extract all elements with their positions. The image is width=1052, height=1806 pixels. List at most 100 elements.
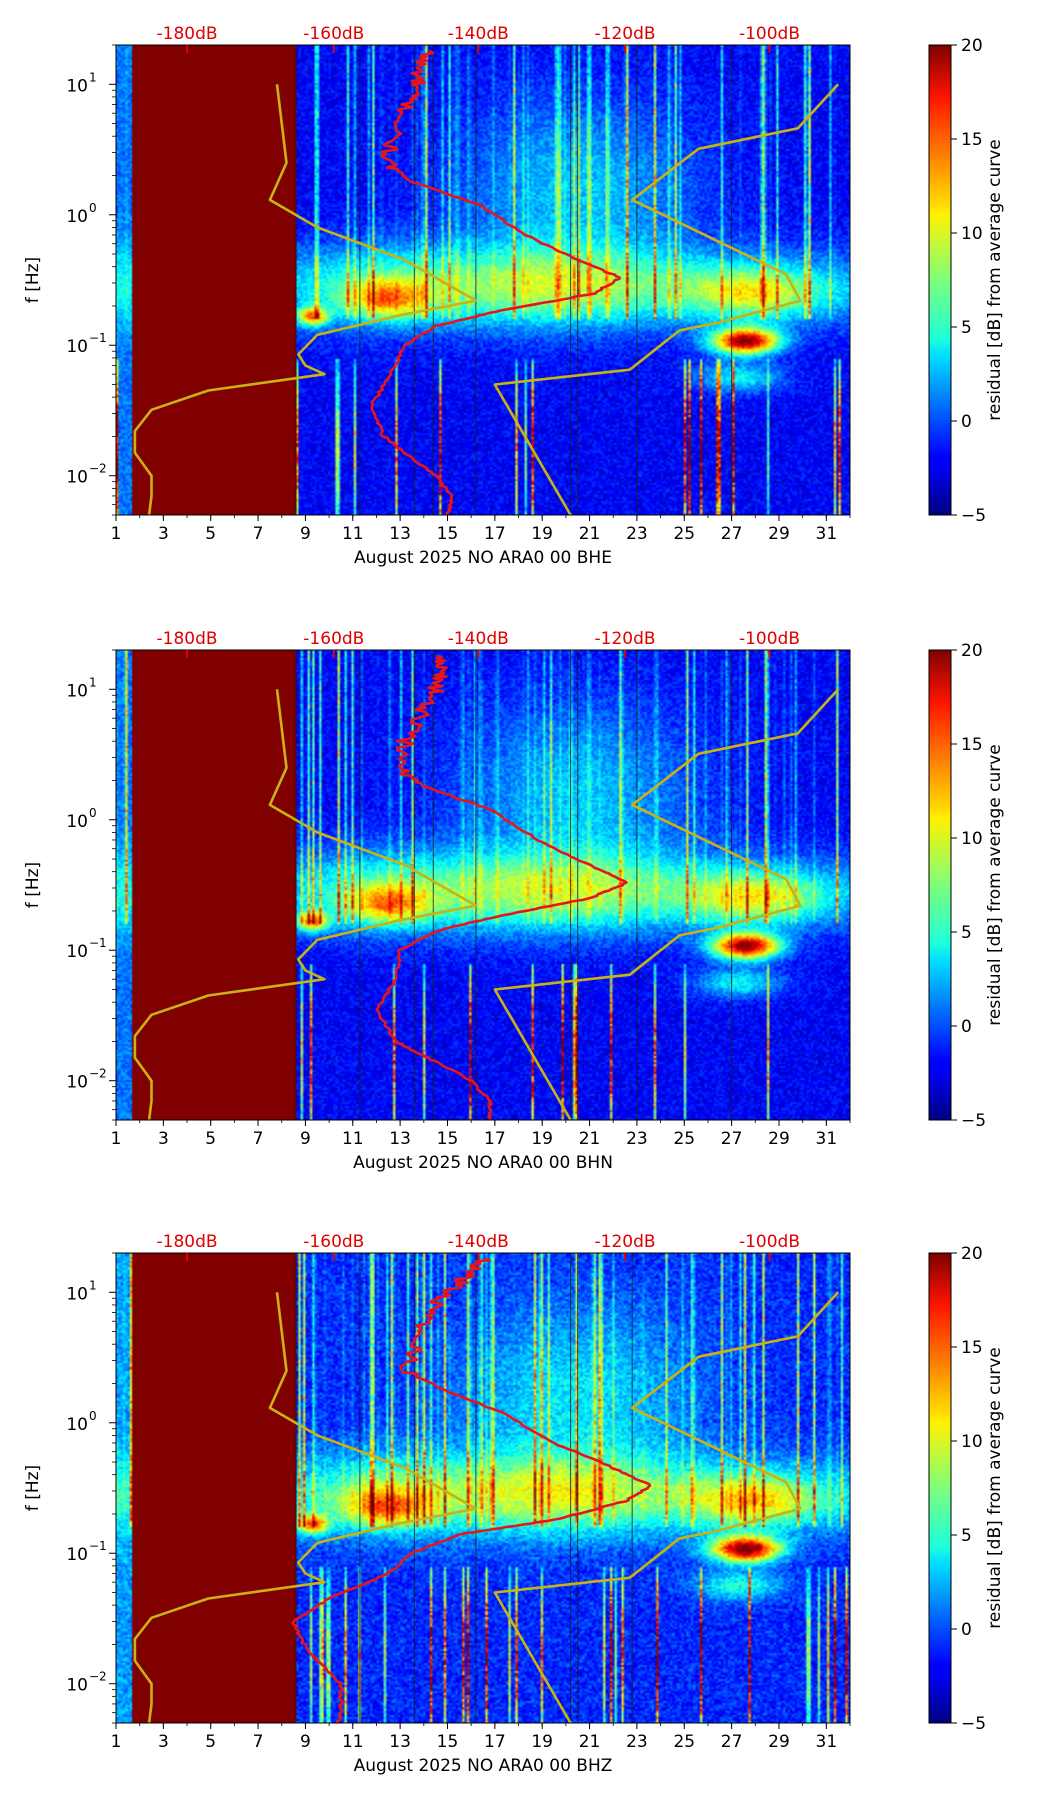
x-tick-label: 31 [816,1732,838,1752]
y-tick-label-base: 10 [66,1415,88,1435]
x-tick-label: 25 [673,524,695,544]
y-tick-label-base: 10 [66,1073,88,1093]
y-tick-label-base: 10 [66,942,88,962]
x-tick-label: 19 [531,1129,553,1149]
x-tick-label: 9 [300,1732,311,1752]
y-tick-label-base: 10 [66,337,88,357]
top-db-label: -120dB [595,1232,656,1252]
x-tick-label: 25 [673,1732,695,1752]
x-tick-label: 1 [111,1732,122,1752]
colorbar-gradient [928,1252,952,1724]
x-tick-label: 21 [579,1129,601,1149]
colorbar-label: residual [dB] from average curve [985,139,1005,420]
colorbar-gradient [928,649,952,1121]
x-tick-label: 27 [721,524,743,544]
x-tick-label: 7 [253,524,264,544]
colorbar: −5 0 5 10 15 20 residual [dB] from average cur… [928,36,1005,526]
colorbar-tick-label: 20 [961,1244,983,1264]
x-tick-label: 13 [389,1732,411,1752]
x-tick-label: 7 [253,1129,264,1149]
top-db-label: -120dB [595,629,656,649]
x-tick-label: 29 [768,524,790,544]
colorbar-tick-label: 15 [961,735,983,755]
y-tick-label-exponent: 0 [89,806,97,820]
colorbar-tick-label: 15 [961,1338,983,1358]
x-tick-label: 1 [111,524,122,544]
x-tick-label: 3 [158,524,169,544]
colorbar: −5 0 5 10 15 20 residual [dB] from average cur… [928,641,1005,1131]
x-tick-label: 23 [626,524,648,544]
y-tick-label-base: 10 [66,681,88,701]
y-tick-label-base: 10 [66,1284,88,1304]
top-db-label: -120dB [595,24,656,44]
y-tick-label-exponent: −1 [89,936,107,950]
colorbar-tick-label: 0 [961,1017,972,1037]
top-db-label: -160dB [303,1232,364,1252]
low-noise-model-curve [133,1292,478,1724]
colorbar-label: residual [dB] from average curve [985,1347,1005,1628]
plot-frame [115,1252,851,1724]
colorbar-tick-label: 5 [961,318,972,338]
colorbar-tick-label: 0 [961,412,972,432]
top-db-label: -160dB [303,629,364,649]
y-tick-label-base: 10 [66,1545,88,1565]
x-tick-label: 7 [253,1732,264,1752]
high-noise-model-curve [493,688,840,1121]
x-tick-label: 17 [484,1732,506,1752]
colorbar-tick-label: −5 [961,1111,986,1131]
x-tick-label: 29 [768,1732,790,1752]
masked-region [132,45,296,515]
x-axis-label: August 2025 NO ARA0 00 BHN [353,1153,613,1173]
y-axis-label: f [Hz] [23,257,43,303]
colorbar-tick-label: −5 [961,1714,986,1734]
x-tick-label: 17 [484,1129,506,1149]
colorbar-label: residual [dB] from average curve [985,744,1005,1025]
colorbar-tick-label: 10 [961,1432,983,1452]
power-density-curve [291,1257,652,1724]
x-tick-label: 11 [342,524,364,544]
top-db-label: -140dB [448,629,509,649]
top-db-label: -180dB [157,629,218,649]
colorbar-tick-label: 15 [961,130,983,150]
y-tick-label-exponent: −1 [89,1539,107,1553]
plot-frame [115,649,851,1121]
x-tick-label: 3 [158,1732,169,1752]
colorbar: −5 0 5 10 15 20 residual [dB] from average cur… [928,1244,1005,1734]
y-tick-label-exponent: −2 [89,462,107,476]
y-tick-label-exponent: 1 [89,70,97,84]
x-tick-label: 31 [816,524,838,544]
top-db-label: -140dB [448,24,509,44]
x-tick-label: 31 [816,1129,838,1149]
x-tick-label: 21 [579,1732,601,1752]
x-tick-label: 9 [300,1129,311,1149]
high-noise-model-curve [493,83,840,516]
top-db-label: -100dB [739,24,800,44]
plot-frame [115,44,851,516]
y-axis-label: f [Hz] [23,1465,43,1511]
top-db-label: -180dB [157,1232,218,1252]
y-tick-label-base: 10 [66,1676,88,1696]
x-tick-label: 3 [158,1129,169,1149]
x-tick-label: 13 [389,524,411,544]
x-tick-label: 11 [342,1129,364,1149]
colorbar-tick-label: 20 [961,36,983,56]
low-noise-model-curve [133,689,478,1121]
y-tick-label-exponent: −2 [89,1067,107,1081]
colorbar-tick-label: 10 [961,224,983,244]
x-axis-label: August 2025 NO ARA0 00 BHZ [354,1756,613,1776]
x-tick-label: 23 [626,1732,648,1752]
x-tick-label: 15 [437,1732,459,1752]
y-tick-label-exponent: 0 [89,201,97,215]
x-tick-label: 27 [721,1732,743,1752]
y-tick-label-base: 10 [66,468,88,488]
y-tick-label-base: 10 [66,207,88,227]
masked-region [132,1253,296,1723]
power-density-curve [370,49,621,516]
colorbar-tick-label: 5 [961,923,972,943]
top-db-label: -140dB [448,1232,509,1252]
colorbar-tick-label: 10 [961,829,983,849]
x-tick-label: 11 [342,1732,364,1752]
y-tick-label-exponent: −1 [89,331,107,345]
